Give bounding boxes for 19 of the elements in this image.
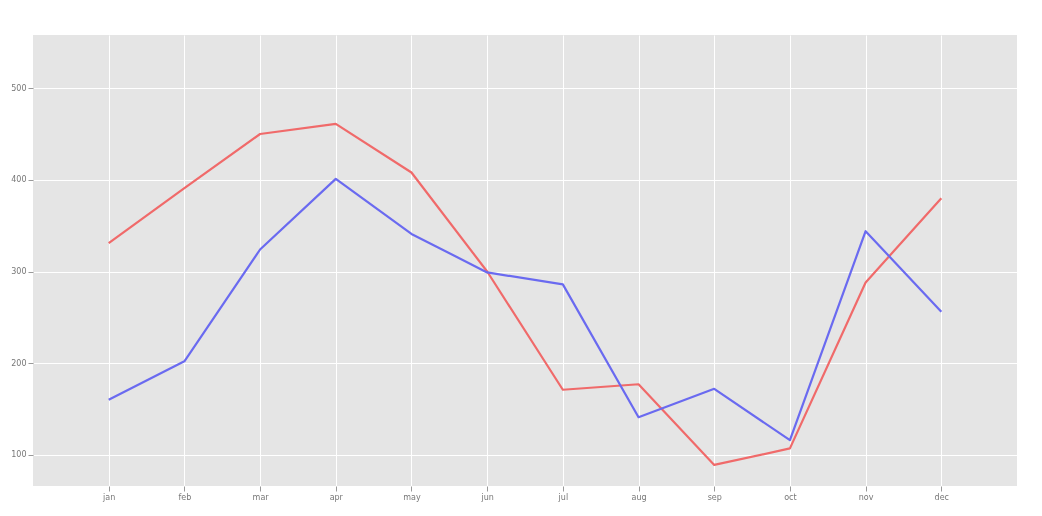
x-tick-label: may [403, 492, 421, 502]
x-tick-label: jul [557, 492, 569, 502]
x-tick-label: oct [784, 492, 797, 502]
x-tick-label: dec [934, 492, 950, 502]
line-series [107, 122, 943, 467]
x-tick-label: jun [480, 492, 494, 502]
x-tick-label: feb [178, 492, 192, 502]
x-tick-label: nov [858, 492, 874, 502]
x-tick-label: aug [631, 492, 647, 502]
x-tick-label: apr [329, 492, 344, 502]
x-tick-label: jan [102, 492, 116, 502]
x-tick-label: mar [252, 492, 270, 502]
x-tick-label: sep [707, 492, 722, 502]
y-tick-label: 300 [11, 267, 27, 276]
line-series [107, 177, 943, 442]
y-tick-label: 500 [11, 83, 27, 93]
y-tick-label: 100 [11, 450, 27, 460]
y-tick-label: 200 [11, 358, 27, 368]
y-tick-label: 400 [11, 175, 27, 185]
